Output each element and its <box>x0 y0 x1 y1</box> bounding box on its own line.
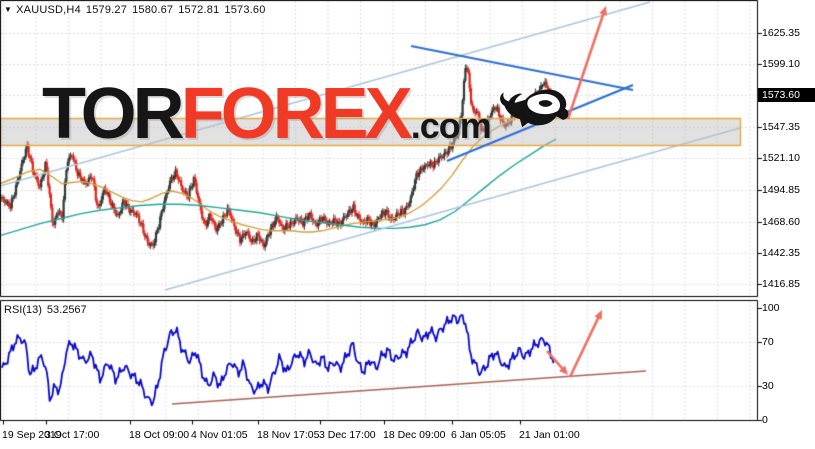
symbol-ohlc-bar: ▼ XAUUSD,H4 1579.27 1580.67 1572.81 1573.60 <box>4 4 271 16</box>
symbol-name: XAUUSD,H4 <box>16 4 81 16</box>
watermark-dotcom-text: .com <box>410 105 492 146</box>
bull-icon <box>499 89 569 128</box>
time-axis-label: 6 Jan 05:05 <box>451 429 506 441</box>
time-axis-label: 21 Jan 01:00 <box>519 429 580 441</box>
time-axis-label: 4 Nov 01:05 <box>191 429 248 441</box>
rsi-axis-label: 0 <box>762 414 768 426</box>
rsi-indicator-label: RSI(13) 53.2567 <box>4 304 92 316</box>
time-axis-label: 18 Oct 09:00 <box>129 429 190 441</box>
time-axis-label: 18 Dec 09:00 <box>383 429 446 441</box>
time-axis-label: 19 Sep 2019 <box>2 429 62 441</box>
torforex-watermark: TOR FOREX .com <box>42 78 571 150</box>
price-axis-label: 1521.10 <box>762 152 800 164</box>
price-axis-label: 1625.35 <box>762 27 800 39</box>
rsi-axis-label: 70 <box>762 336 774 348</box>
price-axis-label: 1468.60 <box>762 216 800 228</box>
price-axis-label: 1442.35 <box>762 247 800 259</box>
ohlc-high: 1580.67 <box>132 4 174 16</box>
ohlc-open: 1579.27 <box>85 4 128 16</box>
price-axis-label: 1599.10 <box>762 58 800 70</box>
time-axis-label: 3 Dec 17:00 <box>319 429 376 441</box>
price-axis-label: 1547.35 <box>762 121 800 133</box>
ohlc-close: 1573.60 <box>224 4 266 16</box>
watermark-forex-text: FOREX <box>180 74 413 154</box>
ohlc-low: 1572.81 <box>178 4 220 16</box>
symbol-dropdown-icon[interactable]: ▼ <box>4 5 13 14</box>
rsi-axis-label: 100 <box>762 302 780 314</box>
current-price-badge: 1573.60 <box>758 88 815 102</box>
rsi-name: RSI(13) <box>4 304 42 316</box>
rsi-axis-label: 30 <box>762 380 774 392</box>
price-axis-label: 1416.85 <box>762 278 800 290</box>
rsi-value: 53.2567 <box>46 304 87 316</box>
time-axis-label: 3 Oct 17:00 <box>45 429 100 441</box>
time-axis-label: 18 Nov 17:05 <box>257 429 320 441</box>
watermark-tor-text: TOR <box>42 74 185 154</box>
price-axis-label: 1494.85 <box>762 184 800 196</box>
